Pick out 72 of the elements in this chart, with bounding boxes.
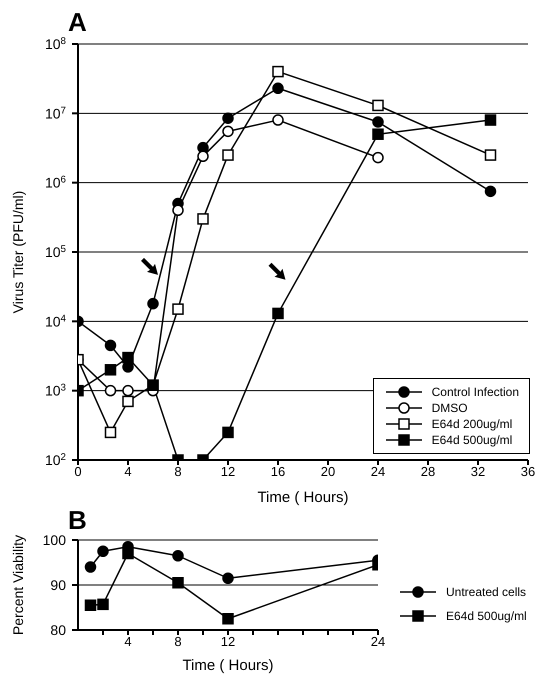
point	[222, 572, 234, 584]
y-tick-label: 10$^{3}$	[44, 382, 67, 399]
point	[104, 426, 116, 438]
point	[272, 114, 284, 126]
point	[122, 396, 134, 408]
x-tick-label: 4	[124, 464, 132, 480]
x-tick-label: 16	[270, 464, 286, 480]
x-tick-label: 32	[470, 464, 486, 480]
point	[484, 149, 496, 161]
point	[97, 546, 109, 557]
y-tick-label: 10$^{7}$	[44, 104, 66, 122]
y-tick-label: 10$^{2}$	[44, 452, 66, 468]
legend-label: E64d 500ug/ml	[432, 433, 512, 447]
x-tick-label: 24	[370, 464, 386, 480]
point	[222, 149, 234, 161]
point	[172, 577, 184, 588]
point	[147, 298, 159, 310]
y-tick-label: 10$^{4}$	[44, 312, 67, 330]
point	[372, 116, 384, 128]
point	[222, 426, 234, 438]
legend-label: E64d 200ug/ml	[432, 417, 512, 431]
y-axis-title: Percent Viability	[10, 534, 26, 636]
point	[484, 186, 496, 198]
x-tick-label: 20	[320, 464, 336, 480]
point	[122, 548, 134, 560]
legend-label: Control Infection	[432, 385, 519, 399]
y-axis-title: Virus Titer (PFU/ml)	[10, 190, 26, 314]
y-tick-label: 10$^{5}$	[44, 244, 67, 260]
point	[272, 66, 284, 78]
x-axis-title: Time ( Hours)	[257, 489, 349, 506]
point	[84, 561, 96, 573]
point	[97, 598, 109, 610]
point	[222, 112, 234, 124]
x-tick-label: 36	[520, 464, 536, 480]
y-tick-label: 100	[42, 532, 66, 548]
point	[372, 100, 384, 112]
legend-label: DMSO	[432, 401, 468, 415]
x-axis-title: Time ( Hours)	[182, 657, 274, 674]
point	[122, 352, 134, 364]
legend-label: E64d 500ug/ml	[446, 609, 527, 623]
point	[104, 364, 116, 376]
point	[172, 303, 184, 315]
point	[272, 82, 284, 94]
x-tick-label: 28	[420, 464, 436, 480]
x-tick-label: 8	[174, 634, 182, 650]
y-tick-label: 90	[50, 577, 66, 593]
point	[484, 114, 496, 126]
x-tick-label: 12	[220, 464, 236, 480]
x-tick-label: 4	[124, 634, 132, 650]
y-tick-label: 10$^{6}$	[44, 174, 67, 191]
legend-label: Untreated cells	[446, 585, 526, 599]
point	[222, 613, 234, 624]
y-tick-label: 10$^{8}$	[44, 36, 67, 52]
point	[172, 204, 184, 216]
point	[372, 152, 384, 164]
chart-title: B	[68, 505, 88, 535]
point	[197, 150, 209, 162]
point	[172, 550, 184, 562]
point	[372, 128, 384, 140]
point	[104, 384, 116, 396]
x-tick-label: 0	[74, 464, 82, 480]
point	[197, 213, 209, 225]
point	[84, 600, 96, 611]
chart-title: A	[68, 7, 88, 37]
point	[104, 340, 116, 352]
x-tick-label: 8	[174, 464, 182, 480]
x-tick-label: 12	[220, 634, 236, 650]
x-tick-label: 24	[370, 634, 386, 650]
point	[122, 384, 134, 396]
point	[222, 126, 234, 138]
y-tick-label: 80	[50, 622, 66, 638]
point	[272, 308, 284, 320]
